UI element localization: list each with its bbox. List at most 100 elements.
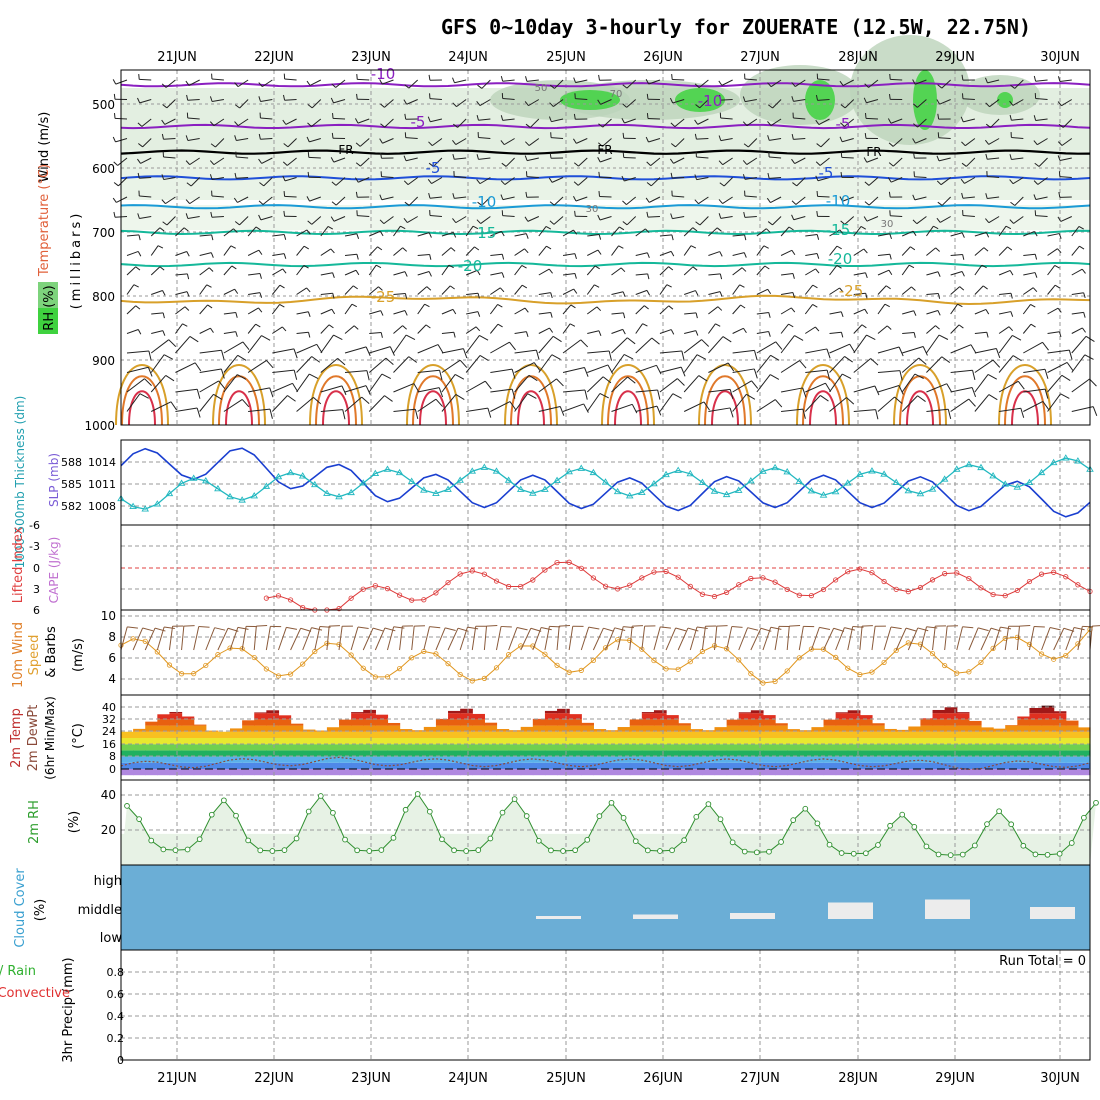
rh-point <box>996 808 1002 815</box>
surface-wind-barb <box>823 628 835 651</box>
upper-wind-barb <box>915 138 927 144</box>
upper-wind-barb <box>984 77 988 84</box>
surface-wind-barb <box>1077 626 1083 651</box>
upper-wind-barb <box>684 312 697 315</box>
temp-band <box>1029 719 1043 726</box>
upper-wind-barb <box>694 199 699 205</box>
upper-wind-barb <box>937 271 941 277</box>
lifted-index-point <box>287 597 294 603</box>
upper-wind-barb <box>405 157 418 162</box>
upper-wind-barb <box>914 373 924 379</box>
upper-wind-barb <box>365 385 371 395</box>
temp-band <box>932 762 946 769</box>
thermal-contour <box>893 364 947 426</box>
upper-wind-barb <box>112 79 117 85</box>
upper-wind-barb <box>888 191 891 198</box>
wind-speed-point <box>808 646 815 652</box>
upper-wind-barb <box>587 364 609 373</box>
upper-wind-barb <box>527 216 540 222</box>
upper-wind-barb <box>574 273 577 279</box>
upper-wind-barb <box>913 152 915 159</box>
upper-wind-barb <box>417 387 440 393</box>
temp-band <box>363 719 376 726</box>
temp-band <box>593 762 607 769</box>
upper-wind-barb <box>209 121 215 126</box>
upper-wind-barb <box>795 196 806 205</box>
upper-wind-barb <box>284 78 297 81</box>
day-label-top-29jun: 29JUN <box>935 50 975 65</box>
temp-band <box>617 727 631 732</box>
thickness-point <box>831 487 840 495</box>
thickness-point <box>395 468 404 476</box>
temp-band <box>435 769 449 776</box>
surface-wind-barb <box>629 626 633 651</box>
thermal-contour <box>315 375 357 426</box>
temp-band <box>1065 720 1079 726</box>
upper-wind-barb <box>864 181 870 186</box>
upper-wind-barb <box>137 158 141 164</box>
lifted-index-point <box>445 579 451 586</box>
upper-wind-barb <box>525 76 528 82</box>
upper-wind-barb <box>941 356 951 363</box>
temp-band <box>641 712 655 714</box>
temp-band <box>859 744 873 751</box>
temp-band <box>339 731 352 738</box>
upper-wind-barb <box>454 157 467 160</box>
temp-band <box>205 750 219 757</box>
upper-wind-barb <box>375 264 382 269</box>
temp-band <box>993 756 1006 763</box>
upper-wind-barb <box>186 94 189 101</box>
temp-band <box>423 769 437 776</box>
isotherm-line <box>120 82 1091 88</box>
temp-band <box>484 750 498 757</box>
upper-wind-barb <box>553 196 564 206</box>
rh-point <box>1008 821 1015 828</box>
upper-wind-barb <box>199 252 212 256</box>
upper-wind-barb <box>912 230 917 237</box>
temp-band <box>266 719 280 726</box>
temp-band <box>1065 731 1079 738</box>
upper-wind-barb <box>648 79 661 85</box>
upper-wind-barb <box>209 174 213 180</box>
rh-point <box>935 851 942 858</box>
upper-wind-barb <box>732 349 755 354</box>
temp-band <box>242 762 255 769</box>
upper-wind-barb <box>877 396 895 412</box>
upper-wind-barb <box>437 344 444 354</box>
upper-wind-barb <box>385 357 394 366</box>
upper-wind-barb <box>740 304 746 309</box>
upper-wind-barb <box>877 303 886 315</box>
wind-speed-point <box>142 638 148 644</box>
upper-wind-barb <box>403 217 408 223</box>
upper-wind-barb <box>408 79 419 89</box>
upper-wind-barb <box>308 156 321 159</box>
upper-wind-barb <box>937 310 941 316</box>
temp-band <box>823 738 837 745</box>
temp-band <box>205 762 219 769</box>
upper-wind-barb <box>650 177 661 187</box>
temp-band <box>242 769 255 776</box>
isotherm-label: -20 <box>458 257 483 275</box>
upper-wind-barb <box>330 216 335 222</box>
upper-wind-barb <box>369 310 381 315</box>
upper-wind-barb <box>866 99 879 104</box>
upper-wind-barb <box>670 251 675 257</box>
temp-band <box>847 762 861 769</box>
temp-band <box>629 762 643 769</box>
ylabel-rh2m-a: 2m RH <box>27 800 42 844</box>
temp-band <box>145 750 158 757</box>
upper-wind-barb <box>379 194 383 200</box>
temp-band <box>1041 707 1055 714</box>
upper-wind-barb <box>732 284 741 295</box>
rh-point <box>366 848 373 854</box>
upper-wind-barb <box>1047 349 1070 354</box>
temp-band <box>993 750 1006 757</box>
day-label-bottom-23jun: 23JUN <box>351 1071 391 1086</box>
upper-wind-barb <box>211 78 224 81</box>
temp-band <box>230 769 243 776</box>
upper-wind-barb <box>509 341 516 351</box>
day-label-top-28jun: 28JUN <box>838 50 878 65</box>
rh-point <box>451 847 457 854</box>
upper-wind-barb <box>366 370 370 381</box>
temp-band <box>435 738 449 745</box>
